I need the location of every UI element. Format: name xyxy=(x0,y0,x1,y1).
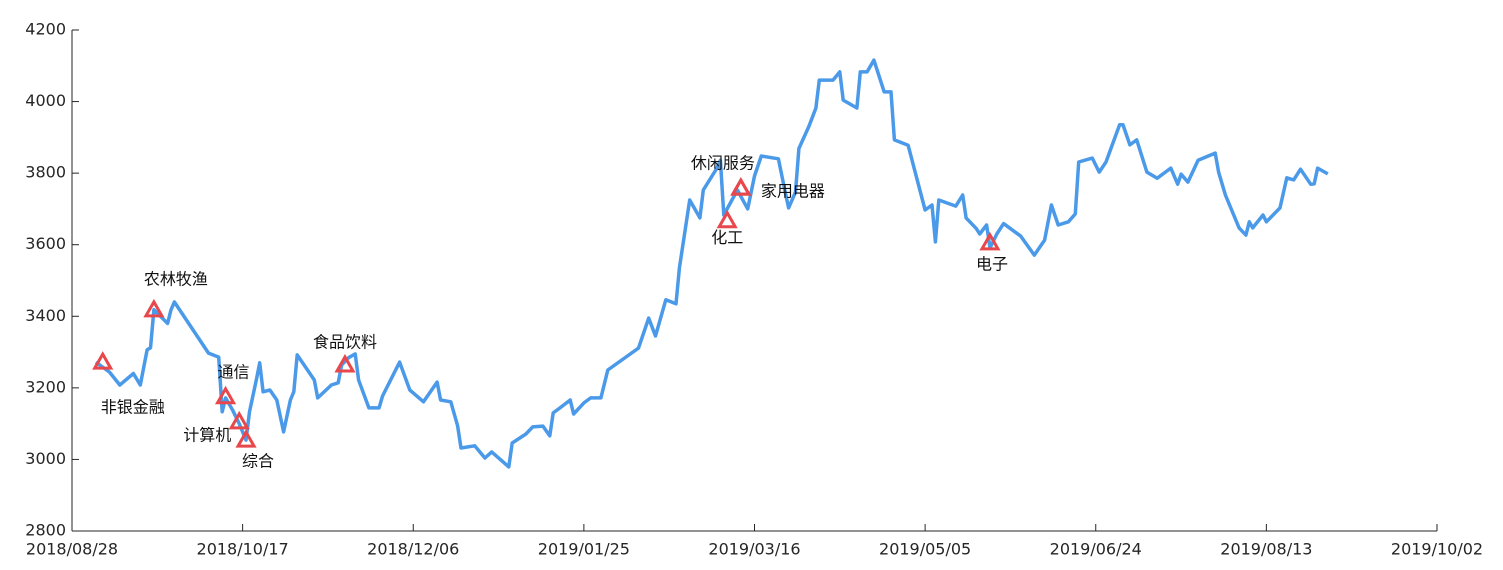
annotation-label: 计算机 xyxy=(183,425,231,444)
y-tick-label: 3600 xyxy=(25,234,66,253)
x-tick-label: 2019/03/16 xyxy=(708,540,800,559)
annotation-label: 家用电器 xyxy=(761,182,825,201)
y-tick-label: 4200 xyxy=(25,20,66,39)
annotation-marker xyxy=(92,351,114,370)
x-tick-label: 2019/08/13 xyxy=(1220,540,1312,559)
annotation-marker xyxy=(716,209,738,229)
y-tick-label: 3200 xyxy=(25,377,66,396)
annotation-label: 休闲服务 xyxy=(691,154,755,173)
y-tick-label: 3800 xyxy=(25,163,66,182)
annotation-marker xyxy=(214,385,237,405)
annotation-marker xyxy=(228,410,250,430)
annotation-label: 农林牧渔 xyxy=(144,269,208,288)
y-tick-label: 4000 xyxy=(25,91,66,110)
y-tick-label: 3000 xyxy=(25,449,66,468)
annotation-label: 通信 xyxy=(218,362,250,381)
x-tick-label: 2019/10/02 xyxy=(1391,540,1483,559)
annotation-label: 化工 xyxy=(711,228,743,247)
annotation-label: 综合 xyxy=(242,452,274,471)
y-tick-label: 3400 xyxy=(25,306,66,325)
x-tick-label: 2018/10/17 xyxy=(197,540,289,559)
x-tick-label: 2019/01/25 xyxy=(538,540,630,559)
x-tick-label: 2019/06/24 xyxy=(1050,540,1142,559)
annotation-label: 电子 xyxy=(976,254,1008,273)
annotation-label: 食品饮料 xyxy=(313,332,377,351)
y-tick-label: 2800 xyxy=(25,521,66,540)
annotation-marker xyxy=(730,177,752,196)
annotation-marker xyxy=(143,298,165,318)
line xyxy=(94,58,1329,469)
annotation-marker xyxy=(334,353,356,373)
x-tick-label: 2019/05/05 xyxy=(879,540,971,559)
annotation-marker xyxy=(235,429,257,448)
x-tick-label: 2018/12/06 xyxy=(367,540,459,559)
x-tick-label: 2018/08/28 xyxy=(26,540,118,559)
annotation-label: 非银金融 xyxy=(101,398,165,417)
annotation-marker xyxy=(979,231,1001,251)
